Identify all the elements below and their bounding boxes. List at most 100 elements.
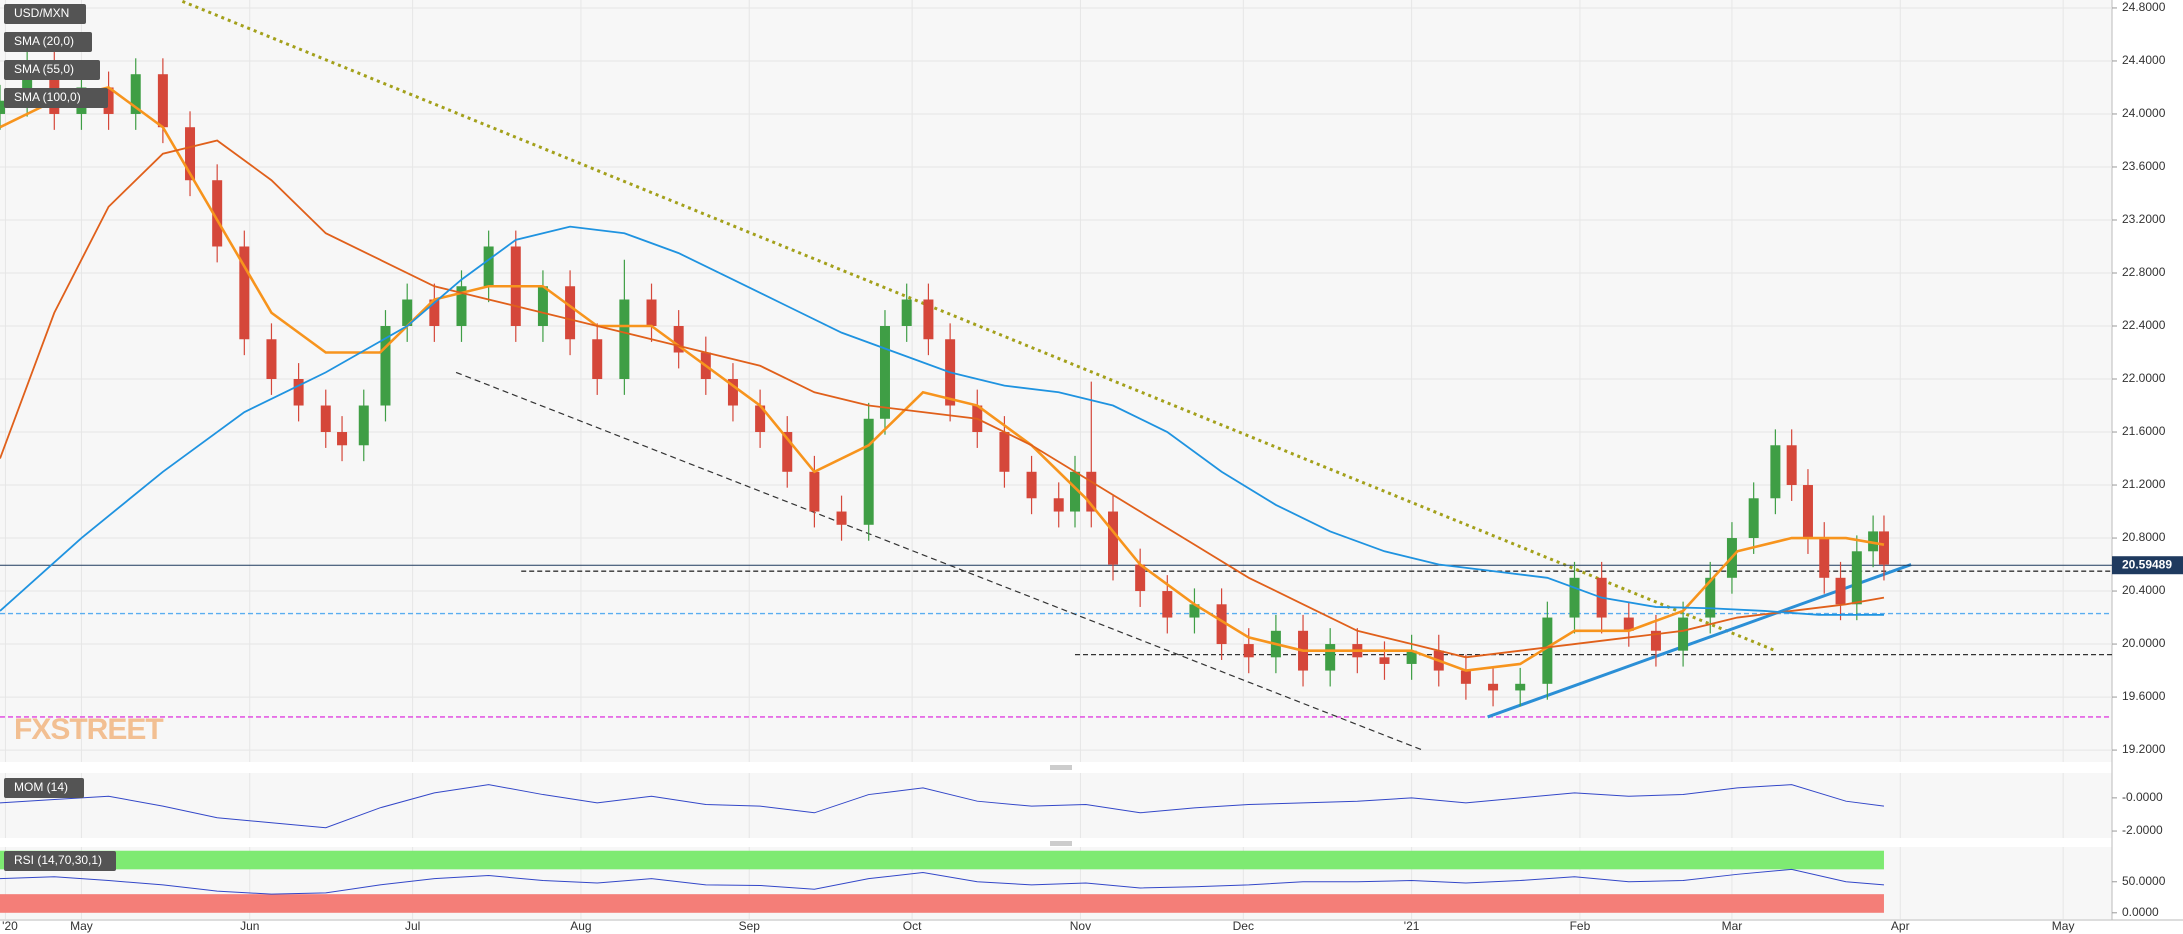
candle-body [402, 299, 413, 327]
candle-body [429, 299, 440, 327]
candle-body [1379, 657, 1390, 664]
legend-label: SMA (55,0) [14, 62, 74, 76]
y-tick-label: 23.6000 [2122, 159, 2166, 173]
rsi-band [0, 850, 1884, 870]
candle-body [157, 74, 168, 128]
candle-body [1835, 577, 1846, 605]
candle-body [358, 405, 369, 446]
candle-body [1802, 485, 1813, 539]
candle-body [565, 286, 576, 340]
x-tick-label: '21 [1404, 919, 1420, 933]
x-tick-label: Aug [570, 919, 591, 933]
x-tick-label: Jun [240, 919, 259, 933]
y-tick-label: 20.4000 [2122, 583, 2166, 597]
y-tick-label: 22.4000 [2122, 318, 2166, 332]
candle-body [923, 299, 934, 340]
candle-body [1460, 670, 1471, 684]
candle-body [185, 127, 196, 181]
x-tick-label: Feb [1570, 919, 1591, 933]
x-tick-label: Oct [903, 919, 922, 933]
x-tick-label: May [70, 919, 93, 933]
candle-body [1878, 531, 1889, 565]
legend-label-box [4, 32, 92, 52]
x-tick-label: Jul [405, 919, 420, 933]
y-tick-label: 19.2000 [2122, 742, 2166, 756]
x-tick-label: Dec [1233, 919, 1254, 933]
y-tick-label: 23.2000 [2122, 212, 2166, 226]
candle-body [646, 299, 657, 327]
candle-body [103, 87, 114, 114]
y-tick-label: 21.6000 [2122, 424, 2166, 438]
candle-body [22, 60, 33, 101]
candle-body [380, 326, 391, 406]
candle-body [1070, 471, 1081, 512]
y-tick-label: 22.8000 [2122, 265, 2166, 279]
candle-body [619, 299, 630, 380]
candle-body [212, 180, 223, 247]
legend-label: SMA (100,0) [14, 90, 81, 104]
candle-body [1650, 630, 1661, 651]
pane-label: RSI (14,70,30,1) [14, 853, 102, 867]
candle-body [879, 326, 890, 419]
x-tick-label: May [2052, 919, 2075, 933]
x-tick-label: Sep [739, 919, 761, 933]
price-pane [0, 0, 2112, 762]
candle-body [1189, 604, 1200, 618]
legend-label-box [4, 60, 100, 80]
candle-body [1026, 471, 1037, 499]
candle-body [727, 379, 738, 406]
legend-label: USD/MXN [14, 6, 69, 20]
candle-body [1705, 577, 1716, 618]
candle-body [755, 405, 766, 433]
rsi-line [0, 868, 1885, 895]
candle-body [1243, 644, 1254, 658]
candle-body [293, 379, 304, 406]
candle-body [1053, 498, 1064, 512]
candle-body [1569, 577, 1580, 618]
pane-label-box [4, 778, 84, 798]
candle-body [483, 246, 494, 287]
trend-line [455, 371, 1423, 751]
sma-line [0, 225, 1884, 616]
x-tick-label: Mar [1722, 919, 1743, 933]
candle-body [901, 299, 912, 327]
candle-body [1623, 617, 1634, 631]
candle-body [0, 100, 5, 114]
x-tick-label: '20 [2, 919, 18, 933]
legend-label: SMA (20,0) [14, 34, 74, 48]
sma-line [0, 139, 1885, 659]
candle-body [1162, 591, 1173, 618]
watermark: FXSTREET [14, 713, 163, 746]
candle-body [1086, 471, 1097, 512]
y-tick-label: -2.0000 [2122, 823, 2163, 837]
y-tick-label: 21.2000 [2122, 477, 2166, 491]
candle-body [673, 326, 684, 353]
y-tick-label: 0.0000 [2122, 905, 2159, 919]
candle-body [836, 511, 847, 525]
candle-body [1819, 538, 1830, 578]
y-tick-label: 20.8000 [2122, 530, 2166, 544]
y-tick-label: 22.0000 [2122, 371, 2166, 385]
candle-body [1488, 683, 1499, 691]
candle-body [592, 339, 603, 380]
candle-body [1786, 445, 1797, 486]
candle-body [863, 418, 874, 525]
candle-body [1770, 445, 1781, 499]
sma-line [0, 86, 1885, 672]
y-tick-label: 24.0000 [2122, 106, 2166, 120]
last-price-label: 20.59489 [2122, 557, 2172, 571]
candle-body [1406, 650, 1417, 664]
candle-body [1851, 551, 1862, 605]
candle-body [1748, 498, 1759, 539]
y-tick-label: 19.6000 [2122, 689, 2166, 703]
candle-body [1515, 683, 1526, 691]
legend-label-box [4, 4, 86, 24]
y-tick-label: -0.0000 [2122, 790, 2163, 804]
candle-body [537, 286, 548, 327]
y-tick-label: 24.8000 [2122, 0, 2166, 14]
candle-body [456, 286, 467, 327]
momentum-line [0, 784, 1885, 829]
candle-body [320, 405, 331, 433]
y-tick-label: 24.4000 [2122, 53, 2166, 67]
